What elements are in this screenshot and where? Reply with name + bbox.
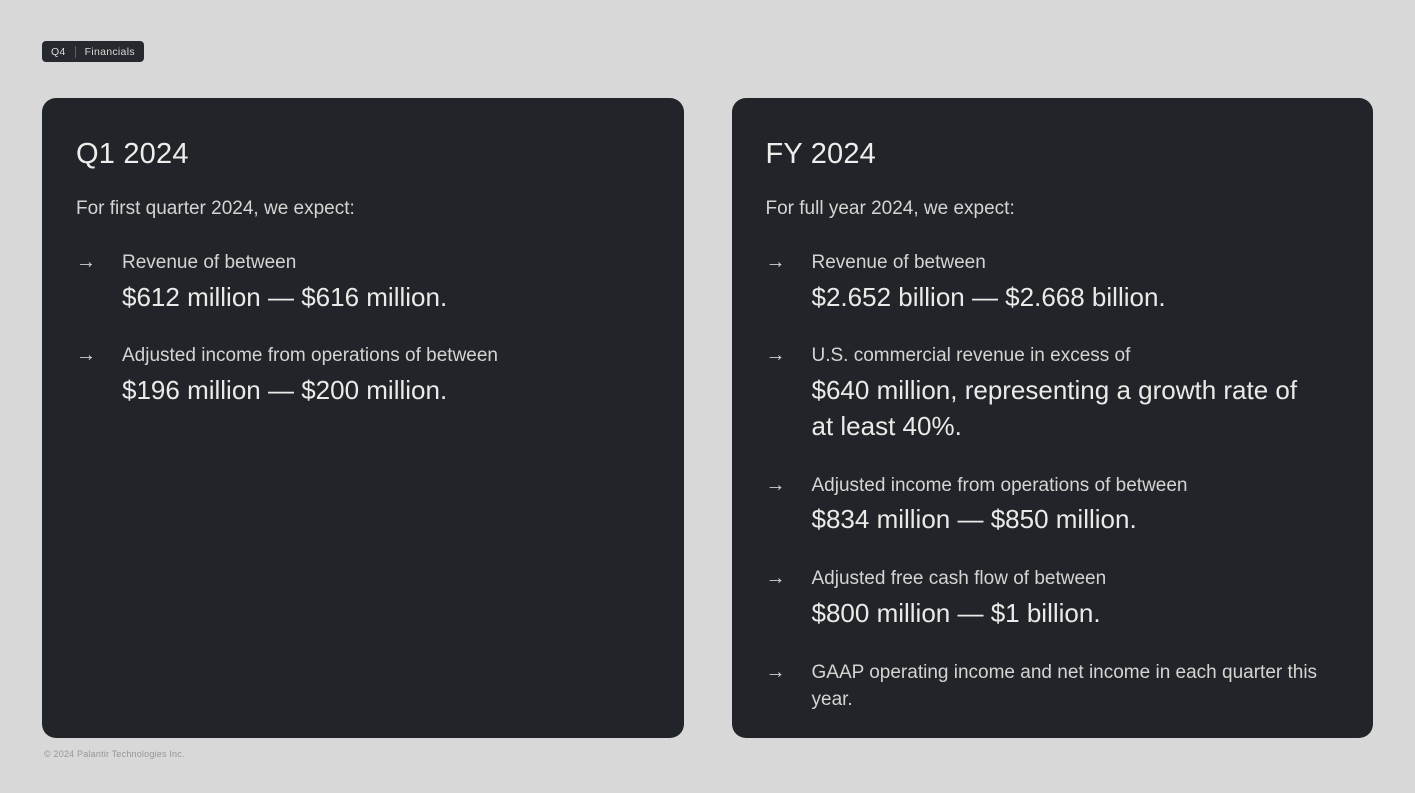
bullet-lead: Revenue of between <box>122 252 297 273</box>
bullet-lead: Revenue of between <box>811 252 986 273</box>
slide-tag-divider <box>74 45 76 58</box>
bullet-lead: U.S. commercial revenue in excess of <box>811 345 1131 367</box>
arrow-icon: → <box>76 251 96 273</box>
bullet-item: → Revenue of between $612 million — $616… <box>76 249 650 315</box>
bullet-list: → Revenue of between $2.652 billion — $2… <box>766 249 1340 714</box>
card-fy-2024: FY 2024 For full year 2024, we expect: →… <box>731 98 1373 738</box>
arrow-icon: → <box>765 660 786 683</box>
bullet-detail: $2.652 billion — $2.668 billion. <box>811 281 1166 312</box>
bullet-detail: $196 million — $200 million. <box>122 374 448 405</box>
bullet-text: U.S. commercial revenue in excess of $64… <box>812 342 1340 444</box>
arrow-icon: → <box>76 344 96 367</box>
bullet-text: Revenue of between $612 million — $616 m… <box>122 249 650 315</box>
card-q1-2024: Q1 2024 For first quarter 2024, we expec… <box>42 98 684 738</box>
slide-tag-quarter: Q4 <box>51 45 66 58</box>
arrow-icon: → <box>765 473 786 496</box>
bullet-text: Revenue of between $2.652 billion — $2.6… <box>812 249 1340 315</box>
card-title: Q1 2024 <box>76 138 189 170</box>
bullet-item: → GAAP operating income and net income i… <box>766 659 1340 714</box>
slide-tag-label: Financials <box>84 45 135 58</box>
bullet-lead: Adjusted income from operations of betwe… <box>122 345 498 367</box>
bullet-detail: $640 million, representing a growth rate… <box>811 374 1298 441</box>
bullet-text: Adjusted income from operations of betwe… <box>812 472 1340 538</box>
bullet-item: → Adjusted income from operations of bet… <box>766 472 1340 538</box>
bullet-detail: $612 million — $616 million. <box>122 281 448 312</box>
bullet-text: Adjusted income from operations of betwe… <box>122 342 650 408</box>
bullet-detail: $834 million — $850 million. <box>811 504 1137 535</box>
copyright: © 2024 Palantir Technologies Inc. <box>44 749 185 759</box>
bullet-lead: Adjusted free cash flow of between <box>811 568 1107 590</box>
bullet-text: Adjusted free cash flow of between $800 … <box>812 565 1340 631</box>
bullet-item: → Adjusted income from operations of bet… <box>76 342 650 408</box>
arrow-icon: → <box>765 344 786 367</box>
cards-row: Q1 2024 For first quarter 2024, we expec… <box>42 98 1373 738</box>
bullet-text: GAAP operating income and net income in … <box>812 659 1340 714</box>
bullet-item: → U.S. commercial revenue in excess of $… <box>766 342 1340 444</box>
card-title: FY 2024 <box>765 138 877 170</box>
arrow-icon: → <box>765 567 786 590</box>
bullet-lead: Adjusted income from operations of betwe… <box>811 474 1188 496</box>
arrow-icon: → <box>765 251 786 273</box>
bullet-list: → Revenue of between $612 million — $616… <box>76 249 650 409</box>
card-intro: For full year 2024, we expect: <box>765 198 1015 219</box>
slide-tag: Q4 Financials <box>42 41 144 62</box>
bullet-item: → Revenue of between $2.652 billion — $2… <box>766 249 1340 315</box>
bullet-detail: $800 million — $1 billion. <box>811 597 1101 628</box>
bullet-lead: GAAP operating income and net income in … <box>811 661 1318 711</box>
bullet-item: → Adjusted free cash flow of between $80… <box>766 565 1340 631</box>
card-intro: For first quarter 2024, we expect: <box>76 198 355 219</box>
